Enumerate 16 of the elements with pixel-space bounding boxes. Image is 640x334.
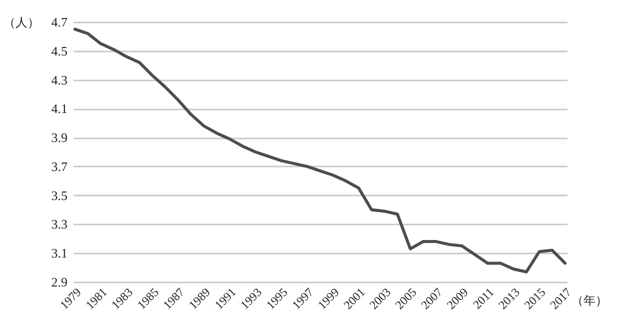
- y-tick-label: 4.7: [51, 14, 68, 30]
- y-tick-label: 3.3: [51, 216, 68, 232]
- x-axis-title: （年）: [572, 294, 608, 308]
- y-tick-label: 3.9: [51, 130, 68, 146]
- y-axis-title: （人）: [4, 16, 40, 30]
- y-tick-label: 2.9: [51, 274, 68, 290]
- y-tick-label: 3.7: [51, 158, 68, 174]
- x-tick-label: 1991: [212, 285, 239, 312]
- y-tick-label: 3.1: [51, 246, 68, 261]
- y-tick-label: 3.5: [51, 188, 68, 203]
- y-tick-label: 4.3: [51, 72, 68, 88]
- x-tick-label: 1981: [82, 285, 110, 312]
- x-tick-label: 2011: [470, 285, 497, 312]
- y-tick-label: 4.5: [51, 43, 68, 58]
- line-series: [73, 28, 567, 274]
- y-tick-label: 4.1: [51, 101, 68, 116]
